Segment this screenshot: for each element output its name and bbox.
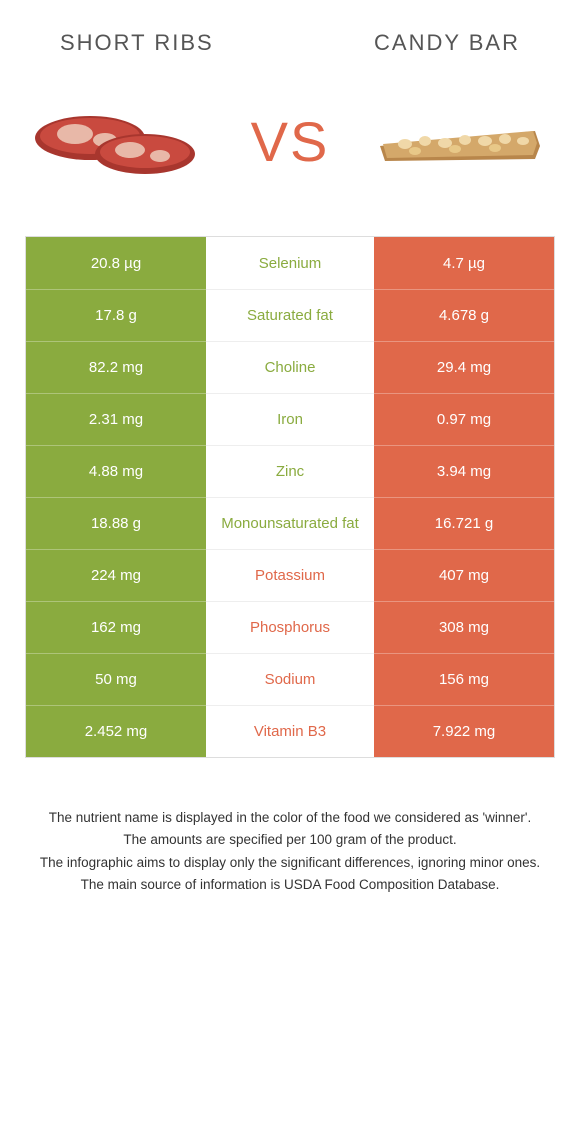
left-value: 2.31 mg — [26, 393, 206, 445]
table-row: 82.2 mgCholine29.4 mg — [26, 341, 554, 393]
table-row: 20.8 µgSelenium4.7 µg — [26, 237, 554, 289]
right-value: 16.721 g — [374, 497, 554, 549]
nutrient-name: Choline — [206, 341, 374, 393]
right-value: 407 mg — [374, 549, 554, 601]
footer-line: The amounts are specified per 100 gram o… — [35, 830, 545, 850]
right-value: 0.97 mg — [374, 393, 554, 445]
table-row: 50 mgSodium156 mg — [26, 653, 554, 705]
images-row: VS — [0, 66, 580, 236]
nutrient-name: Monounsaturated fat — [206, 497, 374, 549]
right-value: 4.678 g — [374, 289, 554, 341]
left-value: 224 mg — [26, 549, 206, 601]
nutrient-name: Selenium — [206, 237, 374, 289]
left-food-title: SHORT RIBS — [60, 30, 214, 56]
nutrient-name: Potassium — [206, 549, 374, 601]
nutrient-name: Iron — [206, 393, 374, 445]
left-value: 18.88 g — [26, 497, 206, 549]
right-value: 29.4 mg — [374, 341, 554, 393]
footer-line: The main source of information is USDA F… — [35, 875, 545, 895]
table-row: 17.8 gSaturated fat4.678 g — [26, 289, 554, 341]
left-value: 20.8 µg — [26, 237, 206, 289]
right-value: 4.7 µg — [374, 237, 554, 289]
right-value: 7.922 mg — [374, 705, 554, 757]
nutrient-name: Phosphorus — [206, 601, 374, 653]
candy-bar-image — [370, 86, 550, 196]
left-value: 162 mg — [26, 601, 206, 653]
right-value: 3.94 mg — [374, 445, 554, 497]
left-value: 50 mg — [26, 653, 206, 705]
footer-line: The infographic aims to display only the… — [35, 853, 545, 873]
left-value: 17.8 g — [26, 289, 206, 341]
nutrient-name: Zinc — [206, 445, 374, 497]
left-value: 4.88 mg — [26, 445, 206, 497]
header: SHORT RIBS CANDY BAR — [0, 0, 580, 66]
right-value: 156 mg — [374, 653, 554, 705]
short-ribs-image — [30, 86, 210, 196]
nutrient-table: 20.8 µgSelenium4.7 µg17.8 gSaturated fat… — [25, 236, 555, 758]
table-row: 162 mgPhosphorus308 mg — [26, 601, 554, 653]
nutrient-name: Saturated fat — [206, 289, 374, 341]
vs-label: VS — [251, 109, 330, 174]
table-row: 18.88 gMonounsaturated fat16.721 g — [26, 497, 554, 549]
table-row: 4.88 mgZinc3.94 mg — [26, 445, 554, 497]
nutrient-name: Sodium — [206, 653, 374, 705]
table-row: 2.31 mgIron0.97 mg — [26, 393, 554, 445]
table-row: 224 mgPotassium407 mg — [26, 549, 554, 601]
right-value: 308 mg — [374, 601, 554, 653]
table-row: 2.452 mgVitamin B37.922 mg — [26, 705, 554, 757]
footer-notes: The nutrient name is displayed in the co… — [35, 808, 545, 895]
right-food-title: CANDY BAR — [374, 30, 520, 56]
left-value: 82.2 mg — [26, 341, 206, 393]
footer-line: The nutrient name is displayed in the co… — [35, 808, 545, 828]
left-value: 2.452 mg — [26, 705, 206, 757]
nutrient-name: Vitamin B3 — [206, 705, 374, 757]
